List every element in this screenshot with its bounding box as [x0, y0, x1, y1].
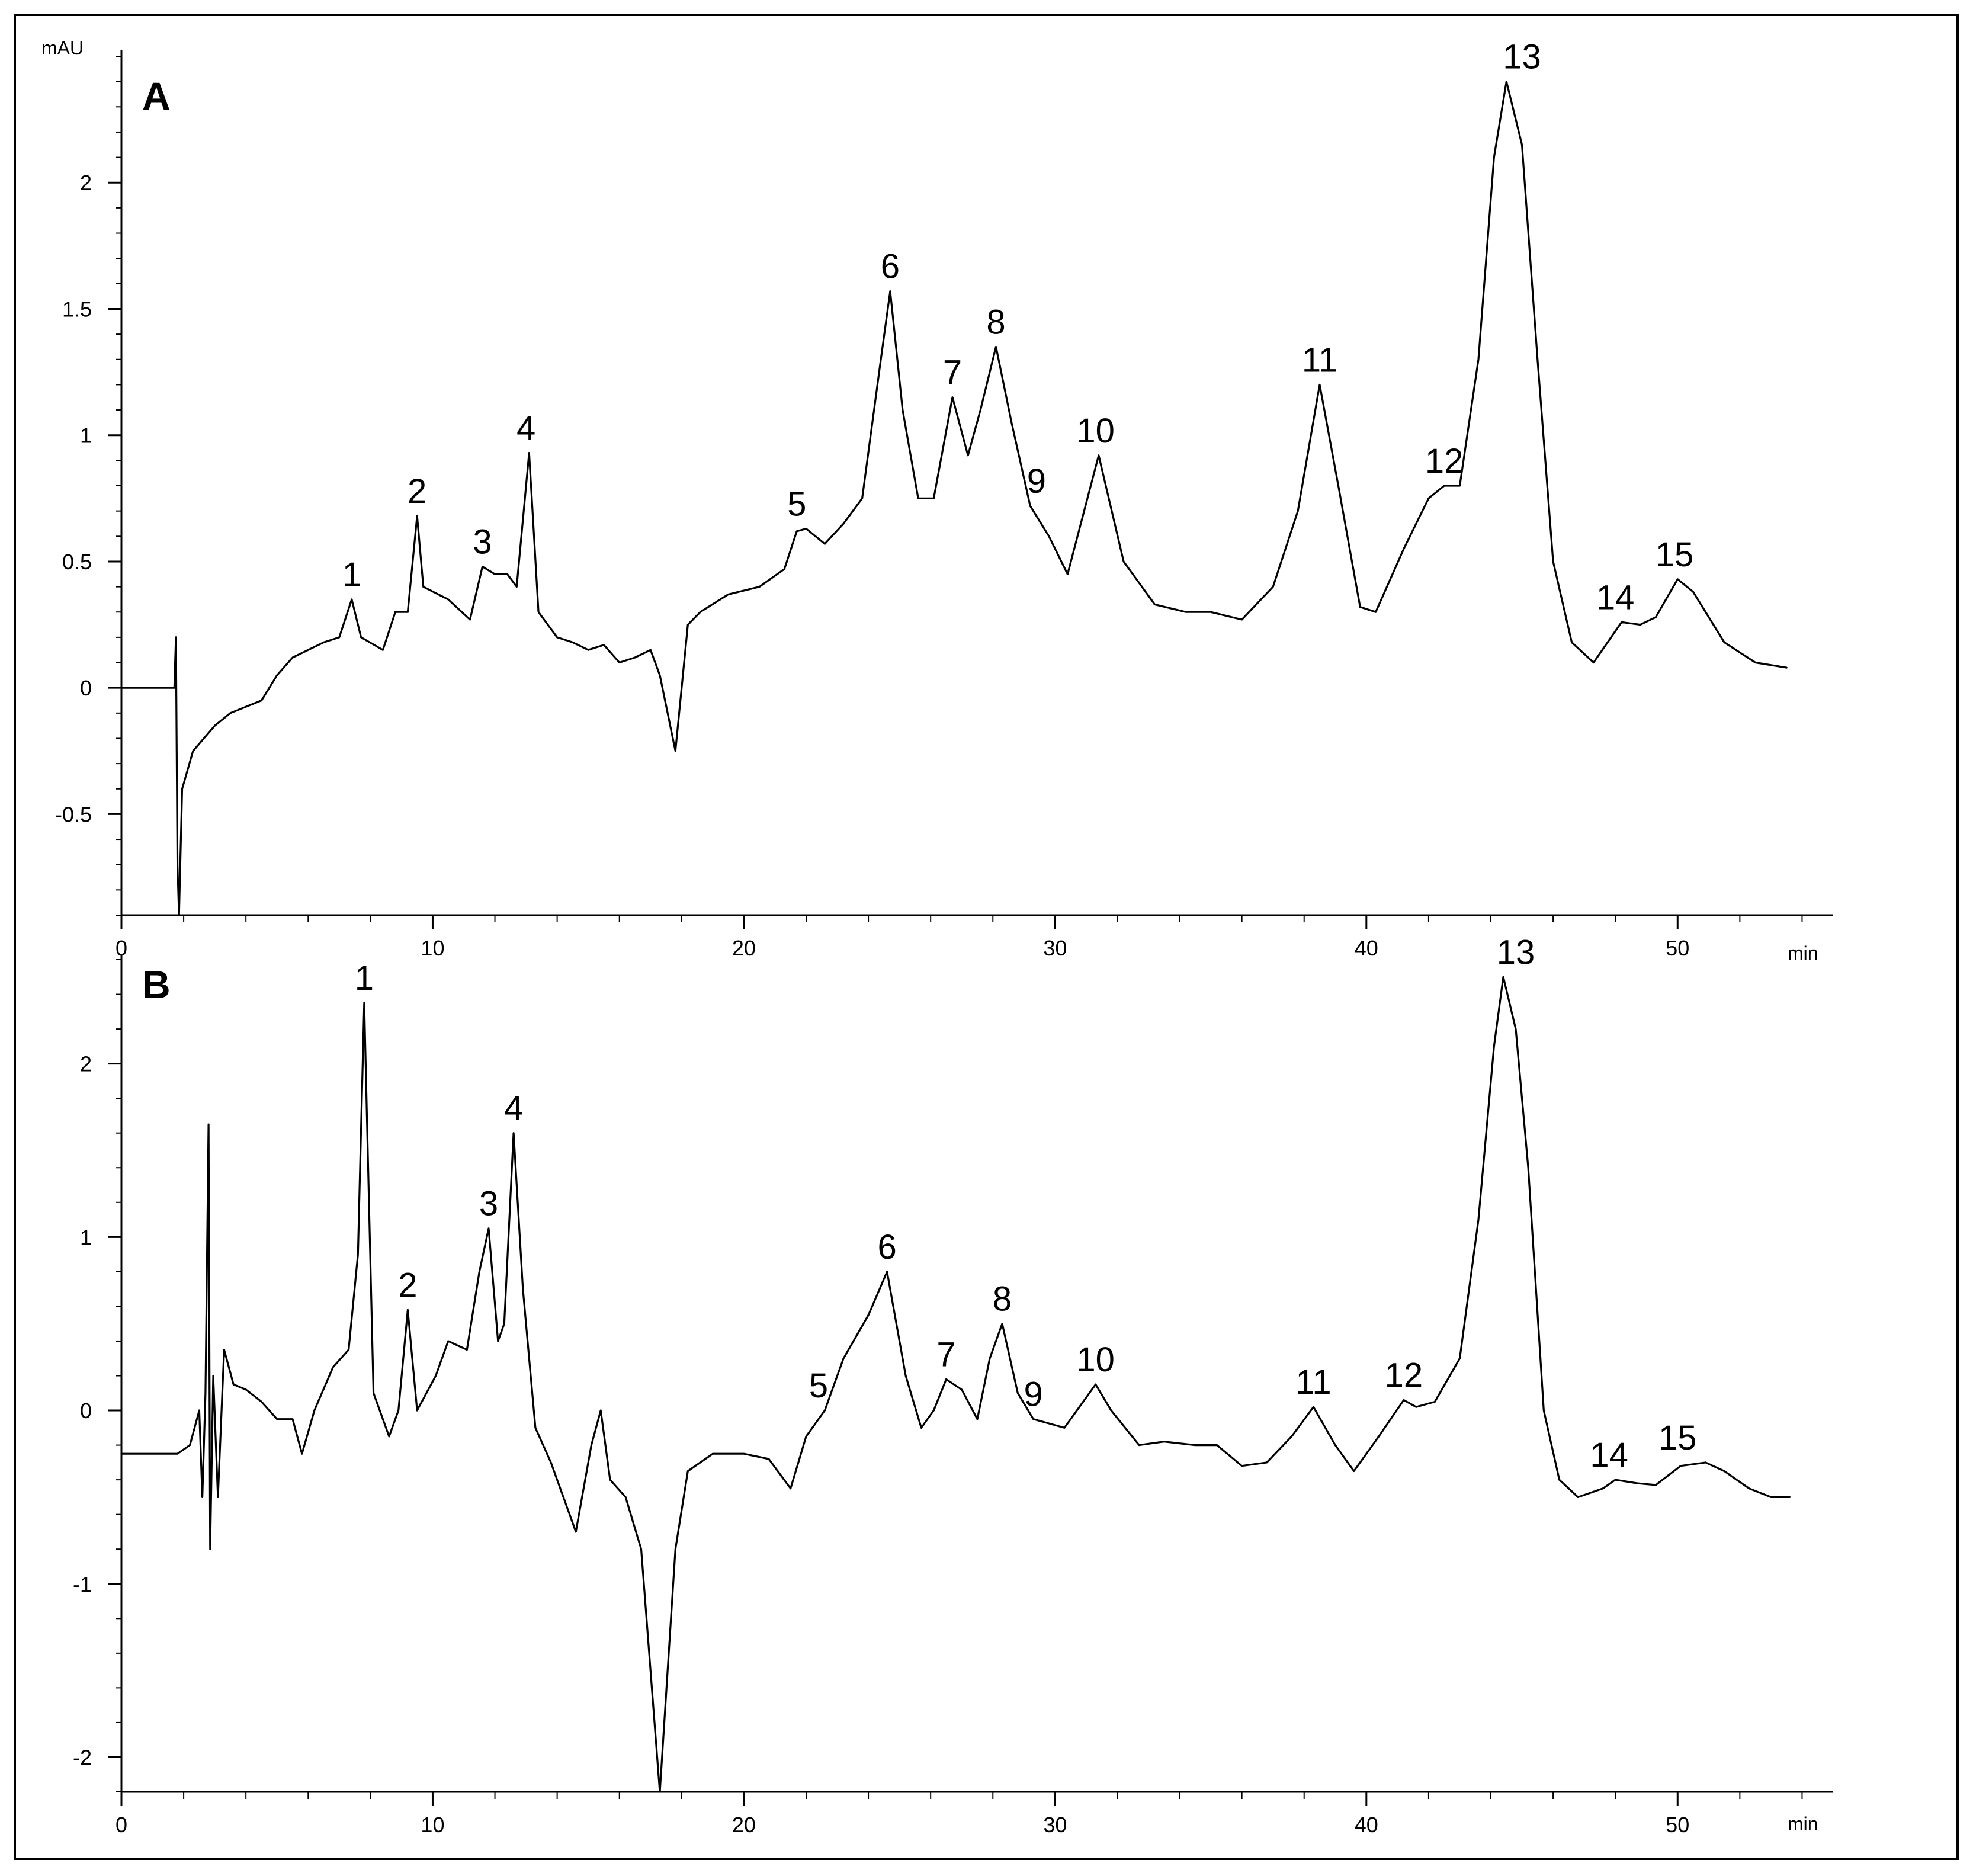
- panel-b-peak-label: 15: [1658, 1419, 1697, 1457]
- panel-b-peak-label: 10: [1076, 1341, 1115, 1379]
- panel-b-y-tick-label: -1: [73, 1572, 92, 1596]
- panel-a-peak-label: 12: [1425, 442, 1464, 480]
- panel-a-peak-label: 8: [986, 303, 1005, 341]
- panel-a-peak-label: 9: [1027, 462, 1046, 501]
- panel-a-peak-label: 11: [1302, 341, 1337, 379]
- panel-a-y-tick-label: 0: [80, 676, 92, 700]
- panel-a-x-tick-label: 10: [421, 936, 444, 960]
- panel-b-y-tick-label: 2: [80, 1052, 92, 1076]
- panel-b-x-tick-label: 20: [732, 1813, 756, 1837]
- panel-a-x-tick-label: 40: [1355, 936, 1378, 960]
- panel-b-y-tick-label: 1: [80, 1225, 92, 1249]
- panel-b-trace: [120, 976, 1791, 1793]
- panel-b-peak-label: 12: [1385, 1356, 1423, 1394]
- panel-a-x-tick-label: 0: [116, 936, 127, 960]
- panel-a-y-tick-label: 0.5: [62, 550, 92, 574]
- panel-a-peak-label: 13: [1503, 38, 1541, 76]
- panel-a-label: A: [142, 74, 171, 118]
- panel-b-peak-label: 8: [993, 1280, 1012, 1319]
- panel-a-y-tick-label: 1.5: [62, 297, 92, 321]
- panel-b-peak-label: 6: [877, 1228, 896, 1266]
- panel-a-peak-label: 1: [342, 556, 361, 594]
- panel-a-chart: A mAU min 0 10 20 30 40 50-0.500.511.52123456…: [41, 37, 1833, 964]
- panel-a-peak-label: 15: [1656, 535, 1694, 574]
- panel-b-peak-label: 9: [1024, 1375, 1042, 1414]
- panel-b-peak-label: 2: [398, 1266, 417, 1304]
- panel-b-xlabel: min: [1788, 1813, 1818, 1835]
- panel-a-peak-label: 4: [516, 409, 535, 448]
- panel-b-peak-label: 13: [1497, 933, 1535, 971]
- panel-b-x-tick-label: 30: [1043, 1813, 1067, 1837]
- panel-a-peak-label: 2: [408, 472, 426, 511]
- panel-a-peak-label: 6: [881, 248, 900, 286]
- panel-b-peak-label: 4: [504, 1089, 523, 1128]
- panel-a-ylabel: mAU: [41, 37, 84, 59]
- panel-a-trace: [120, 81, 1788, 916]
- panel-a-peak-label: 3: [473, 522, 492, 561]
- panel-a-y-tick-label: 1: [80, 424, 92, 448]
- panel-b-peak-label: 3: [479, 1185, 498, 1223]
- panel-a-peak-label: 14: [1596, 578, 1635, 617]
- panel-b-x-tick-label: 0: [116, 1813, 127, 1837]
- panel-a-x-tick-label: 30: [1043, 936, 1067, 960]
- panel-b-peak-label: 5: [809, 1367, 828, 1405]
- panel-b-label: B: [142, 963, 171, 1006]
- panel-a-x-tick-label: 20: [732, 936, 756, 960]
- panel-a-xlabel: min: [1788, 942, 1818, 964]
- panel-a-peak-label: 5: [787, 485, 806, 524]
- figure-border: [14, 14, 1959, 1860]
- panel-b-y-tick-label: 0: [80, 1399, 92, 1423]
- panel-a-peak-label: 10: [1076, 412, 1115, 450]
- panel-b-peak-label: 1: [355, 959, 374, 998]
- panel-b-peak-label: 7: [936, 1335, 955, 1374]
- panel-a-y-tick-label: -0.5: [55, 802, 92, 826]
- panel-b-x-tick-label: 50: [1666, 1813, 1689, 1837]
- panel-b-y-tick-label: -2: [73, 1745, 92, 1769]
- panel-b-x-tick-label: 10: [421, 1813, 444, 1837]
- panel-a-x-tick-label: 50: [1666, 936, 1689, 960]
- panel-a-y-tick-label: 2: [80, 171, 92, 195]
- panel-b-x-tick-label: 40: [1355, 1813, 1378, 1837]
- panel-b-peak-label: 14: [1590, 1436, 1628, 1474]
- panel-b-peak-label: 11: [1295, 1363, 1331, 1402]
- panel-a-peak-label: 7: [943, 354, 962, 392]
